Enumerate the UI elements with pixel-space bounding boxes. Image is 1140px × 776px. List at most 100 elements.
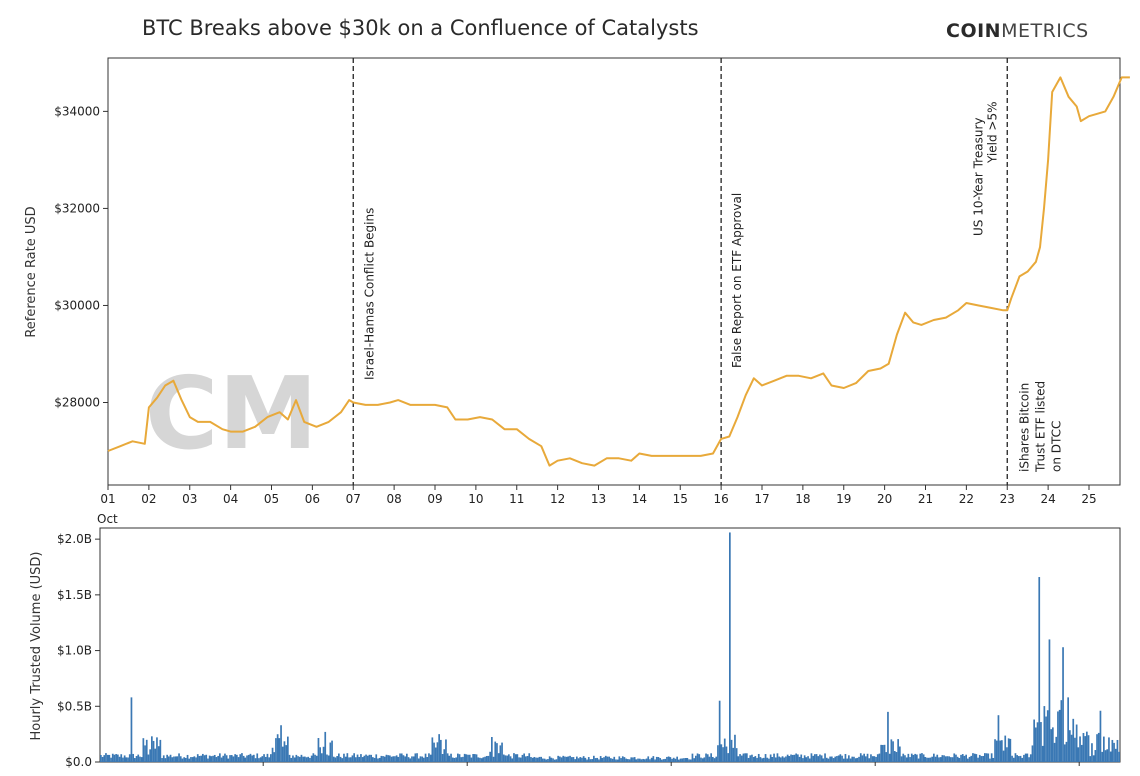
volume-bar xyxy=(899,746,901,762)
volume-bar xyxy=(1111,739,1114,762)
volume-bar xyxy=(446,753,449,762)
volume-bar xyxy=(761,758,763,762)
volume-bar xyxy=(1052,727,1054,762)
volume-bar xyxy=(195,757,197,762)
volume-bar xyxy=(730,739,733,762)
volume-bar xyxy=(669,757,672,762)
volume-bar xyxy=(161,758,163,762)
volume-bar xyxy=(1014,753,1017,762)
volume-bar xyxy=(276,734,279,762)
volume-bar xyxy=(701,758,704,762)
volume-bar xyxy=(220,757,223,762)
volume-bar xyxy=(156,737,158,762)
volume-plot-frame xyxy=(99,527,1121,763)
volume-bar xyxy=(1070,734,1073,762)
volume-bar xyxy=(117,754,119,762)
volume-bar xyxy=(880,744,882,762)
volume-bar xyxy=(203,755,206,762)
volume-bar xyxy=(1036,722,1039,762)
volume-bar xyxy=(258,758,260,762)
event-label-below: on DTCC xyxy=(1049,421,1063,472)
volume-bar xyxy=(399,753,401,762)
volume-bar xyxy=(380,755,383,762)
volume-bar xyxy=(618,756,621,762)
volume-bar xyxy=(562,755,565,762)
volume-bar xyxy=(912,754,915,762)
volume-bar xyxy=(815,754,818,762)
volume-bar xyxy=(582,756,585,762)
volume-bar xyxy=(706,754,709,762)
volume-bar xyxy=(994,739,996,762)
event-label-above: Yield >5% xyxy=(985,102,999,164)
volume-bar xyxy=(1079,736,1081,762)
volume-bar xyxy=(1113,742,1115,762)
volume-bar xyxy=(321,753,323,762)
volume-bar xyxy=(1016,755,1018,762)
volume-bar xyxy=(230,755,233,762)
volume-bar xyxy=(217,755,219,762)
volume-bar xyxy=(253,754,255,762)
volume-bar xyxy=(644,759,646,762)
volume-bar xyxy=(1096,734,1098,762)
volume-bar xyxy=(958,758,961,762)
volume-bar xyxy=(494,741,497,762)
volume-bar xyxy=(679,758,682,762)
volume-bar xyxy=(499,745,502,762)
volume-bar xyxy=(232,756,235,762)
volume-bar xyxy=(997,715,1000,762)
volume-bar xyxy=(334,757,337,762)
volume-bar xyxy=(757,753,760,762)
volume-bar xyxy=(497,753,500,762)
volume-bar xyxy=(708,756,711,762)
volume-bar xyxy=(336,756,338,762)
volume-bar xyxy=(967,758,969,762)
volume-bar xyxy=(535,757,537,762)
volume-bar xyxy=(812,755,814,762)
volume-bar xyxy=(980,756,983,762)
volume-bar xyxy=(297,756,299,762)
volume-bar xyxy=(332,756,335,762)
volume-bar xyxy=(239,754,242,762)
volume-bar xyxy=(526,756,529,762)
volume-bar xyxy=(474,754,476,762)
volume-bar xyxy=(205,754,208,762)
volume-bar xyxy=(484,756,486,762)
volume-bar xyxy=(737,756,740,762)
volume-bar xyxy=(798,756,801,762)
volume-bar xyxy=(149,749,151,762)
volume-bar xyxy=(372,757,374,762)
volume-bar xyxy=(681,758,684,762)
volume-bar xyxy=(642,758,644,762)
volume-bar xyxy=(829,756,831,762)
volume-bar xyxy=(674,758,677,762)
volume-bar xyxy=(878,753,881,762)
volume-bar xyxy=(344,756,347,762)
volume-bar xyxy=(897,739,899,762)
volume-bar xyxy=(1004,735,1007,762)
volume-bar xyxy=(281,746,284,762)
volume-bar xyxy=(1099,710,1102,762)
volume-bar xyxy=(722,747,724,762)
volume-bar xyxy=(734,734,736,762)
volume-bar xyxy=(710,753,712,762)
volume-bar xyxy=(198,755,201,762)
volume-bar xyxy=(1048,639,1051,762)
price-plot-frame xyxy=(107,57,1121,486)
volume-bar xyxy=(292,755,294,762)
volume-bar xyxy=(696,753,699,762)
volume-bar xyxy=(171,757,174,762)
event-label: Israel-Hamas Conflict Begins xyxy=(362,208,376,380)
volume-bar xyxy=(608,756,610,762)
price-x-tick-label: 25 xyxy=(1081,492,1096,506)
volume-bar xyxy=(610,758,612,762)
volume-bar xyxy=(370,754,372,762)
volume-bar xyxy=(118,756,121,762)
volume-bar xyxy=(977,757,979,762)
volume-bar xyxy=(436,742,439,762)
volume-bar xyxy=(972,753,974,762)
volume-bar xyxy=(472,754,474,762)
volume-bar xyxy=(598,759,600,762)
volume-bar xyxy=(951,757,954,762)
volume-bar xyxy=(691,753,694,762)
volume-bar xyxy=(604,755,607,762)
